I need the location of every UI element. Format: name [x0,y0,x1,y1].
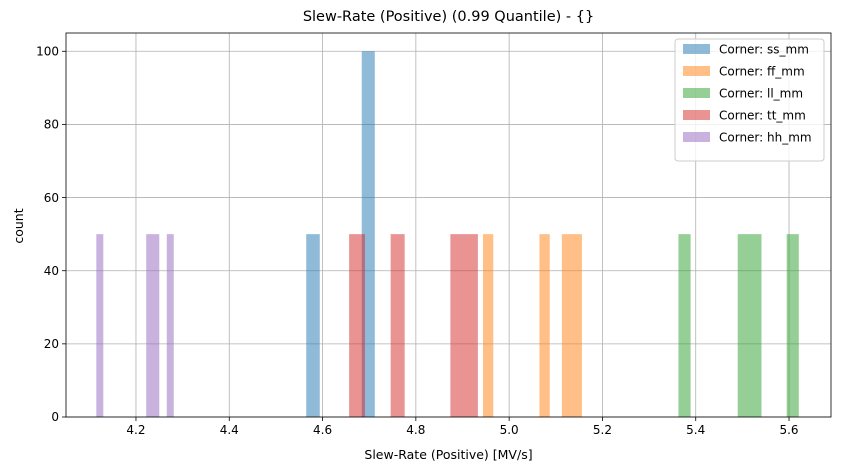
x-axis-label: Slew-Rate (Positive) [MV/s] [364,447,532,462]
legend: Corner: ss_mm Corner: ff_mm Corner: ll_mm C… [674,38,825,162]
x-axis-ticks: 4.2 4.4 4.6 4.8 5.0 5.2 5.4 5.6 [126,417,799,437]
plot-frame [65,32,832,418]
bar-corner-hh-mm-0 [96,234,104,417]
bar-corner-hh-mm-2 [166,234,174,417]
bar-corner-tt-mm-2 [450,234,478,417]
legend-label: Corner: tt_mm [719,109,806,123]
bar-corner-ff-mm-1 [539,234,550,417]
bar-corner-tt-mm-0 [349,234,366,417]
y-tick-label: 20 [44,337,59,351]
bar-corner-ll-mm-0 [678,234,691,417]
y-tick-label: 80 [44,118,59,132]
legend-label: Corner: ff_mm [719,65,805,79]
x-tick-label: 4.2 [126,423,145,437]
bar-corner-tt-mm-1 [390,234,405,417]
x-tick-label: 5.4 [686,423,705,437]
x-tick-label: 5.0 [500,423,519,437]
y-tick-label: 0 [51,410,59,424]
bar-corner-ff-mm-2 [561,234,582,417]
x-tick-label: 4.4 [220,423,239,437]
legend-label: Corner: hh_mm [719,131,812,145]
x-tick-label: 4.8 [406,423,425,437]
legend-box [674,38,825,162]
legend-label: Corner: ll_mm [719,87,803,101]
bars-layer [96,51,799,418]
x-tick-label: 5.6 [779,423,798,437]
bar-corner-ll-mm-1 [737,234,762,417]
x-tick-label: 5.2 [593,423,612,437]
x-tick-label: 4.6 [313,423,332,437]
y-tick-label: 100 [36,44,59,58]
legend-label: Corner: ss_mm [719,43,809,57]
y-axis-ticks: 0 20 40 60 80 100 [36,44,66,424]
y-axis-label: count [11,208,26,243]
legend-swatch [683,88,710,98]
legend-swatch [683,110,710,120]
bar-corner-hh-mm-1 [146,234,160,417]
chart-title: Slew-Rate (Positive) (0.99 Quantile) - {… [303,9,594,25]
bar-corner-ss-mm-0 [306,234,320,417]
y-tick-label: 60 [44,191,59,205]
legend-swatch [683,44,710,54]
legend-swatch [683,66,710,76]
bar-corner-ll-mm-2 [786,234,799,417]
legend-swatch [683,132,710,142]
y-tick-label: 40 [44,264,59,278]
bar-corner-ff-mm-0 [483,234,494,417]
